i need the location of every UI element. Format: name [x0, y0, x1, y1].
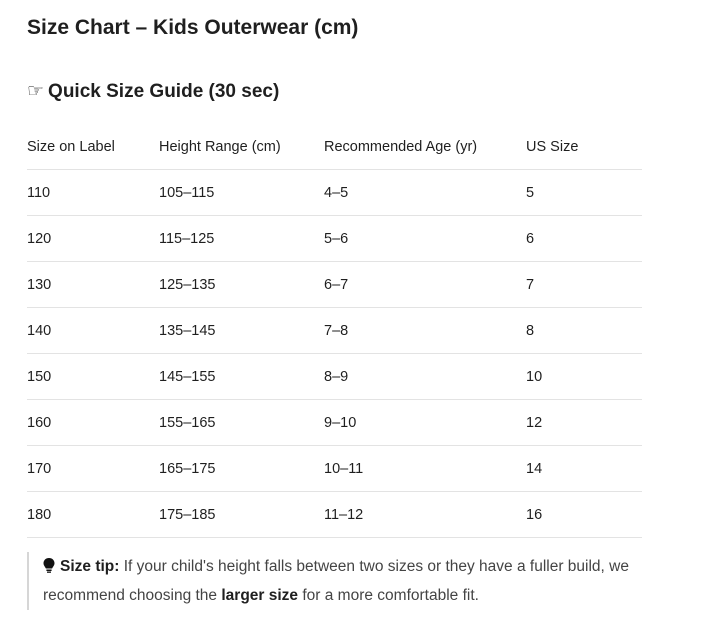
- table-row: 170 165–175 10–11 14: [27, 445, 642, 492]
- table-row: 120 115–125 5–6 6: [27, 215, 642, 262]
- tip-label: Size tip:: [60, 558, 120, 575]
- table-row: 140 135–145 7–8 8: [27, 307, 642, 354]
- table-cell: 110: [27, 169, 159, 216]
- table-row: 160 155–165 9–10 12: [27, 399, 642, 446]
- table-cell: 7: [526, 261, 642, 308]
- table-cell: 165–175: [159, 445, 324, 492]
- header-row: Size on Label Height Range (cm) Recommende…: [27, 124, 642, 170]
- heading-text: Quick Size Guide (30 sec): [48, 81, 280, 102]
- table-cell: 130: [27, 261, 159, 308]
- icon: ☞: [27, 81, 45, 102]
- header-cell: Size on Label: [27, 124, 159, 170]
- tip-emphasis: larger size: [221, 587, 299, 604]
- table-cell: 14: [526, 445, 642, 492]
- table-cell: 16: [526, 491, 642, 538]
- table-row: 150 145–155 8–9 10: [27, 353, 642, 400]
- table-cell: 4–5: [324, 169, 526, 216]
- table-cell: 5: [526, 169, 642, 216]
- table-cell: 160: [27, 399, 159, 446]
- table-cell: 6–7: [324, 261, 526, 308]
- table-cell: 135–145: [159, 307, 324, 354]
- table-cell: 120: [27, 215, 159, 262]
- table-cell: 105–115: [159, 169, 324, 216]
- tip: Size tip: If your child's height falls b…: [27, 552, 708, 610]
- bulb-icon: [43, 558, 55, 573]
- size-table: Size on Label Height Range (cm) Recommende…: [27, 124, 642, 538]
- table-cell: 8: [526, 307, 642, 354]
- table-cell: 5–6: [324, 215, 526, 262]
- table-cell: 115–125: [159, 215, 324, 262]
- table-cell: 125–135: [159, 261, 324, 308]
- table-row: 180 175–185 11–12 16: [27, 491, 642, 538]
- tip-text: If your child's height falls between two…: [43, 558, 629, 604]
- title: Size Chart – Kids Outerwear (cm): [27, 16, 359, 39]
- tip-text: for a more comfortable fit.: [302, 587, 479, 604]
- section-heading: ☞ Quick Size Guide (30 sec): [27, 80, 279, 103]
- table-cell: 170: [27, 445, 159, 492]
- table-row: 110 105–115 4–5 5: [27, 169, 642, 216]
- table-cell: 7–8: [324, 307, 526, 354]
- table-cell: 9–10: [324, 399, 526, 446]
- header-cell: Recommended Age (yr): [324, 124, 526, 170]
- table-row: 130 125–135 6–7 7: [27, 261, 642, 308]
- table-cell: 150: [27, 353, 159, 400]
- header-cell: US Size: [526, 124, 642, 170]
- table-cell: 180: [27, 491, 159, 538]
- table-cell: 145–155: [159, 353, 324, 400]
- table-cell: 8–9: [324, 353, 526, 400]
- table-cell: 140: [27, 307, 159, 354]
- table-header: Size on Label Height Range (cm) Recommende…: [27, 124, 642, 170]
- table-cell: 10: [526, 353, 642, 400]
- table-cell: 155–165: [159, 399, 324, 446]
- table-cell: 175–185: [159, 491, 324, 538]
- table-cell: 6: [526, 215, 642, 262]
- table-cell: 12: [526, 399, 642, 446]
- table-body: 110 105–115 4–5 5 120 115–125 5–6 6 130 125–135 6–…: [27, 169, 642, 538]
- table-cell: 10–11: [324, 445, 526, 492]
- header-cell: Height Range (cm): [159, 124, 324, 170]
- table-cell: 11–12: [324, 491, 526, 538]
